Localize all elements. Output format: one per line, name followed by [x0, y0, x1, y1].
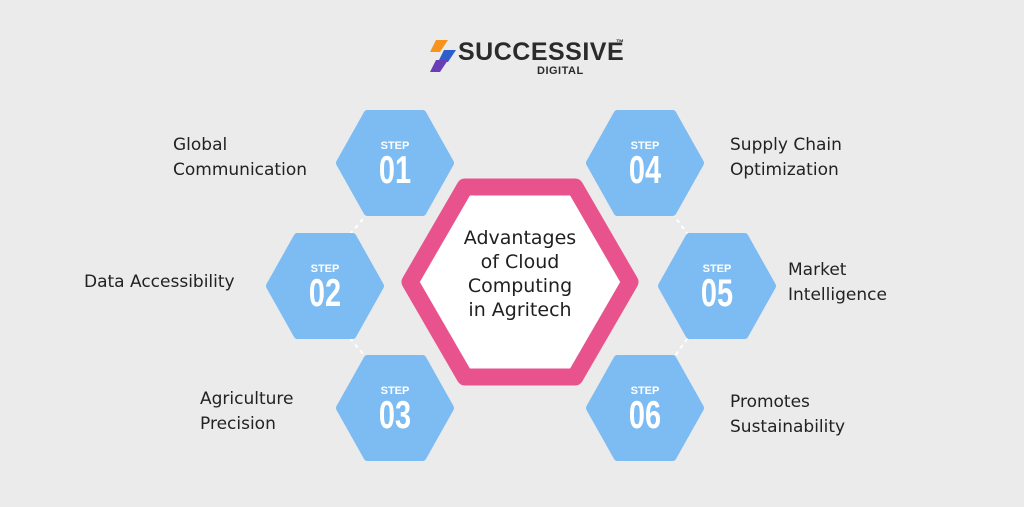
step-03-label-line-2: Precision — [200, 414, 276, 434]
step-06-label-line-2: Sustainability — [730, 417, 846, 437]
step-03-label-line-1: Agriculture — [200, 389, 294, 409]
step-06-word: STEP — [631, 385, 660, 397]
step-04-shape — [586, 110, 704, 216]
step-01-word: STEP — [381, 140, 410, 152]
step-01-label-line-1: Global — [173, 135, 228, 155]
step-01-shape — [336, 110, 454, 216]
step-06-label-line-1: Promotes — [730, 392, 810, 412]
step-02-shape — [266, 233, 384, 339]
step-05-word: STEP — [703, 263, 732, 275]
step-01-label: Global Communication — [173, 133, 307, 183]
step-01-number: 01 — [379, 149, 411, 192]
brand-name: SUCCESSIVE — [458, 38, 625, 66]
connector-05-06 — [671, 331, 693, 361]
step-03-shape — [336, 355, 454, 461]
step-02-word: STEP — [311, 263, 340, 275]
step-02-number: 02 — [309, 272, 341, 315]
step-04-label: Supply Chain Optimization — [730, 133, 842, 183]
step-05-shape — [658, 233, 776, 339]
connectors — [344, 212, 693, 361]
step-02-label-line-1: Data Accessibility — [84, 272, 235, 292]
step-04-number: 04 — [629, 149, 661, 192]
center-title-line-1: Advantages — [463, 227, 577, 249]
logo-mark-icon — [430, 40, 456, 72]
brand-logo: SUCCESSIVE ™ DIGITAL — [430, 38, 630, 80]
step-02-label: Data Accessibility — [84, 270, 235, 295]
step-04-word: STEP — [631, 140, 660, 152]
step-06-label: Promotes Sustainability — [730, 390, 845, 440]
step-01-label-line-2: Communication — [173, 160, 307, 180]
center-title-line-4: in Agritech — [468, 299, 572, 321]
connector-02-03 — [344, 331, 369, 361]
step-06-shape — [586, 355, 704, 461]
brand-trademark: ™ — [616, 38, 624, 47]
step-05-label-line-1: Market — [788, 260, 847, 280]
center-title-line-3: Computing — [467, 275, 573, 297]
step-05-label: Market Intelligence — [788, 258, 887, 308]
step-04-label-line-2: Optimization — [730, 160, 839, 180]
step-03-label: Agriculture Precision — [200, 387, 294, 437]
brand-sub: DIGITAL — [537, 65, 584, 77]
step-05-number: 05 — [701, 272, 733, 315]
connector-04-05 — [671, 212, 693, 241]
step-05-label-line-2: Intelligence — [788, 285, 887, 305]
center-title: Advantages of Cloud Computing in Agritec… — [440, 226, 600, 322]
step-03-word: STEP — [381, 385, 410, 397]
step-04-label-line-1: Supply Chain — [730, 135, 842, 155]
step-03-number: 03 — [379, 394, 411, 437]
connector-01-02 — [344, 212, 369, 241]
step-06-number: 06 — [629, 394, 661, 437]
center-title-line-2: of Cloud — [480, 251, 560, 273]
center-hexagon — [401, 178, 639, 386]
